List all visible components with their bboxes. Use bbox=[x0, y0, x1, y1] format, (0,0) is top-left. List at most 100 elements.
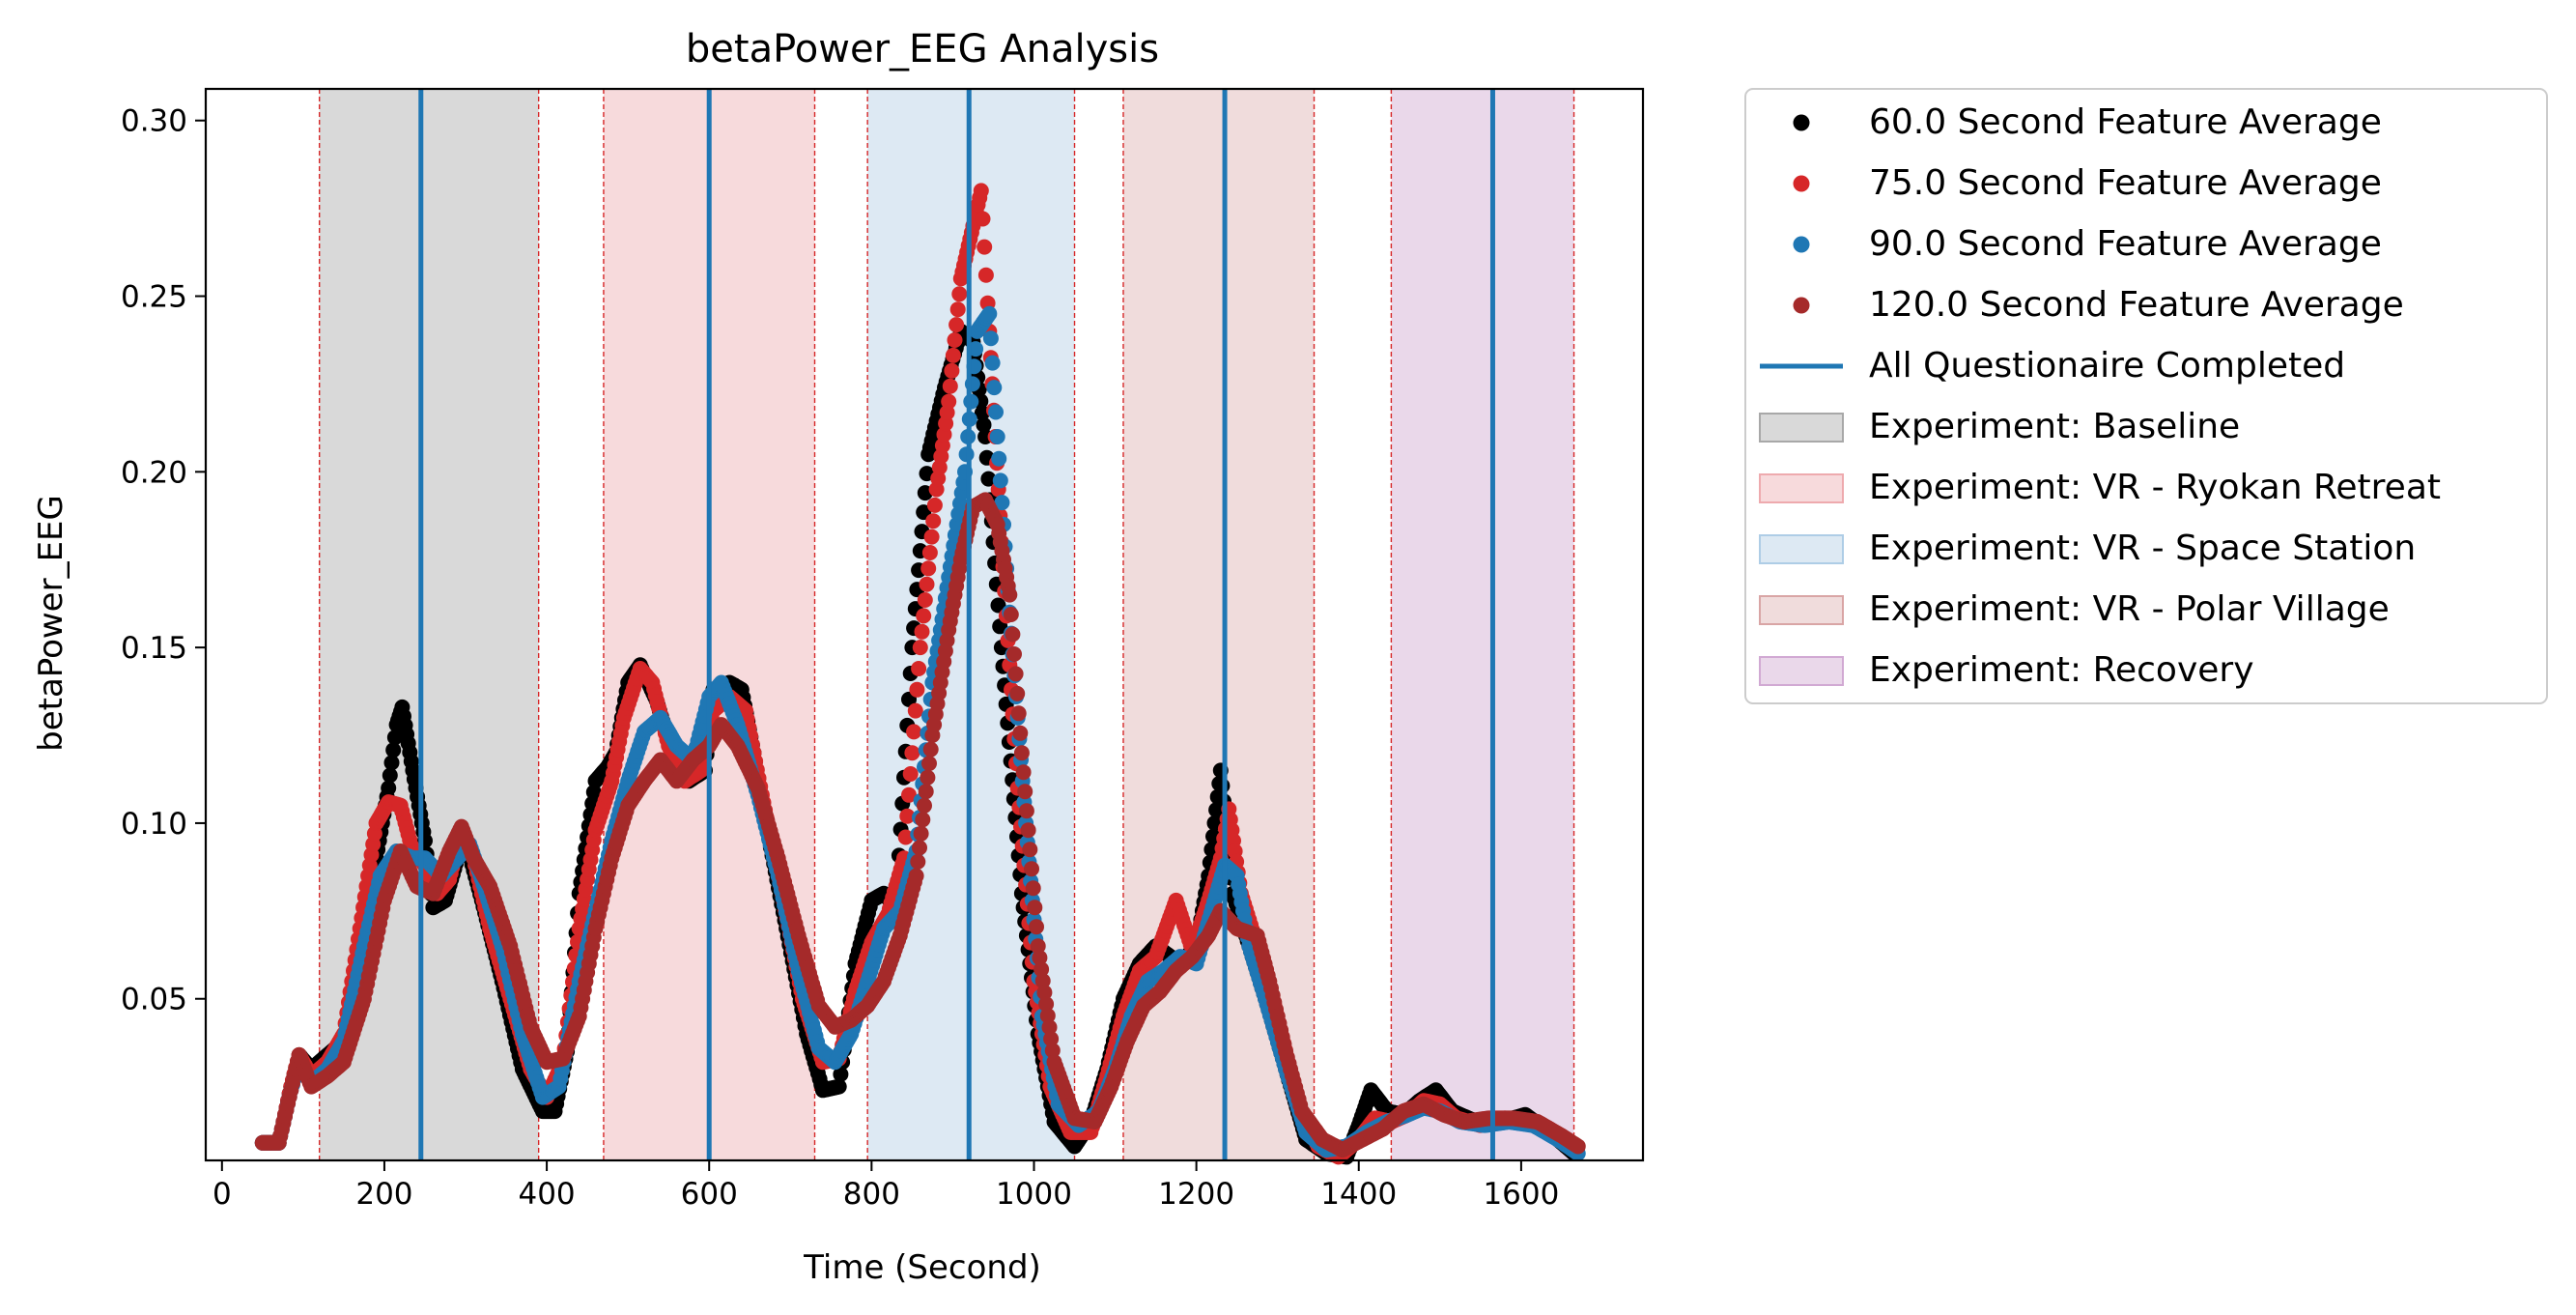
point bbox=[902, 766, 919, 782]
point bbox=[982, 330, 999, 347]
legend-label: 90.0 Second Feature Average bbox=[1869, 224, 2382, 264]
point bbox=[989, 429, 1005, 444]
point bbox=[831, 1078, 847, 1095]
legend-marker bbox=[1793, 297, 1810, 314]
legend-patch bbox=[1759, 473, 1844, 503]
x-axis: 0 200 400 600 800 1000 1200 1400 1600 bbox=[212, 1160, 1559, 1212]
point bbox=[1041, 1019, 1058, 1036]
point bbox=[910, 853, 926, 870]
point bbox=[1570, 1138, 1586, 1155]
point bbox=[945, 347, 961, 363]
point bbox=[1015, 764, 1032, 781]
point bbox=[915, 812, 931, 828]
x-tick-label: 800 bbox=[843, 1177, 900, 1212]
point bbox=[382, 767, 398, 784]
point bbox=[974, 405, 990, 421]
point bbox=[991, 450, 1007, 467]
point bbox=[385, 742, 402, 758]
point bbox=[1009, 685, 1026, 701]
legend-patch bbox=[1759, 656, 1844, 686]
point bbox=[968, 341, 984, 357]
y-tick-label: 0.25 bbox=[121, 280, 187, 315]
point bbox=[1025, 880, 1041, 897]
point bbox=[1038, 996, 1055, 1013]
point bbox=[944, 362, 960, 379]
point bbox=[1018, 803, 1034, 819]
point bbox=[907, 702, 923, 719]
legend-label: 60.0 Second Feature Average bbox=[1869, 102, 2382, 142]
chart-title: betaPower_EEG Analysis bbox=[686, 27, 1159, 71]
point bbox=[1044, 1043, 1061, 1059]
point bbox=[942, 378, 958, 394]
point bbox=[1017, 784, 1033, 800]
y-tick-label: 0.05 bbox=[121, 983, 187, 1017]
point bbox=[921, 545, 938, 560]
point bbox=[1030, 938, 1046, 955]
point bbox=[1005, 626, 1021, 643]
point bbox=[899, 808, 916, 824]
vlines-layer bbox=[418, 89, 1495, 1160]
point bbox=[917, 797, 932, 814]
point bbox=[909, 681, 925, 698]
point bbox=[1022, 842, 1038, 858]
legend-label: Experiment: VR - Polar Village bbox=[1869, 589, 2390, 629]
point bbox=[986, 380, 1003, 396]
point bbox=[912, 840, 927, 856]
point bbox=[920, 769, 936, 786]
point bbox=[918, 784, 934, 800]
y-tick-label: 0.15 bbox=[121, 631, 187, 666]
point bbox=[1039, 1008, 1056, 1024]
point bbox=[977, 239, 993, 255]
point bbox=[1007, 666, 1024, 682]
point bbox=[994, 495, 1010, 511]
point bbox=[973, 183, 989, 199]
y-tick-label: 0.30 bbox=[121, 104, 187, 139]
legend-label: Experiment: VR - Space Station bbox=[1869, 529, 2416, 568]
point bbox=[1027, 900, 1043, 916]
point bbox=[917, 592, 933, 608]
legend-marker bbox=[1793, 114, 1810, 131]
point bbox=[1214, 778, 1231, 794]
point bbox=[1032, 950, 1048, 966]
legend-frame bbox=[1744, 88, 2548, 704]
point bbox=[1034, 973, 1051, 989]
legend-patch bbox=[1759, 413, 1844, 443]
point bbox=[921, 756, 937, 772]
point bbox=[1029, 919, 1044, 935]
point bbox=[923, 529, 940, 545]
legend: 60.0 Second Feature Average 75.0 Second F… bbox=[1744, 88, 2548, 704]
point bbox=[992, 472, 1008, 489]
point bbox=[1020, 822, 1036, 839]
y-axis: 0.05 0.10 0.15 0.20 0.25 0.30 bbox=[121, 104, 206, 1017]
point bbox=[984, 355, 1001, 371]
x-tick-label: 1000 bbox=[996, 1177, 1072, 1212]
y-tick-label: 0.20 bbox=[121, 455, 187, 490]
legend-label: All Questionaire Completed bbox=[1869, 346, 2345, 386]
point bbox=[958, 446, 975, 463]
point bbox=[914, 623, 930, 640]
point bbox=[1013, 745, 1030, 761]
point bbox=[1033, 961, 1050, 978]
point bbox=[1002, 586, 1018, 603]
point bbox=[912, 640, 928, 656]
point bbox=[1012, 725, 1029, 741]
point bbox=[981, 305, 998, 322]
point bbox=[913, 825, 929, 842]
point bbox=[1024, 861, 1039, 877]
point bbox=[897, 829, 914, 845]
x-tick-label: 400 bbox=[518, 1177, 575, 1212]
legend-label: Experiment: Baseline bbox=[1869, 407, 2240, 446]
point bbox=[901, 786, 917, 803]
point bbox=[904, 745, 920, 761]
region-4 bbox=[1391, 89, 1574, 1160]
point bbox=[911, 661, 927, 676]
point bbox=[977, 267, 994, 283]
point bbox=[381, 780, 397, 796]
x-tick-label: 1200 bbox=[1158, 1177, 1234, 1212]
point bbox=[1006, 646, 1022, 662]
legend-marker bbox=[1793, 175, 1810, 192]
point bbox=[990, 597, 1006, 614]
legend-patch bbox=[1759, 534, 1844, 564]
point bbox=[988, 404, 1004, 420]
point bbox=[906, 724, 922, 740]
